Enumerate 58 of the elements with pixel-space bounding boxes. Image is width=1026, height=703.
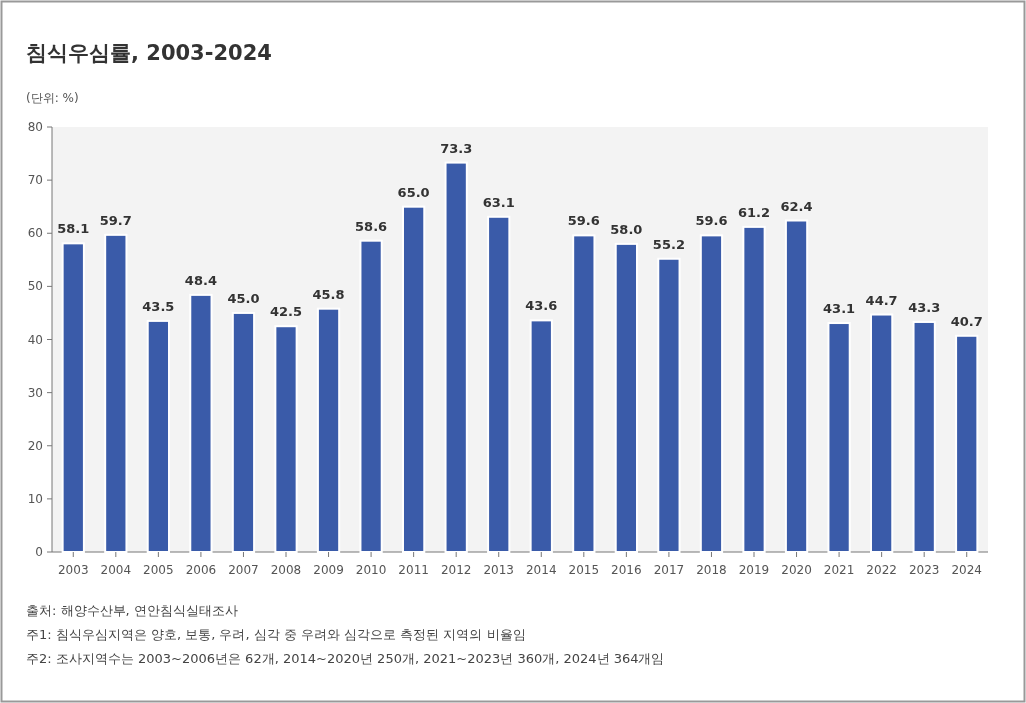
y-tick-label: 80: [27, 120, 43, 134]
data-label: 43.5: [142, 298, 175, 314]
data-label: 58.0: [610, 221, 643, 237]
x-tick-label: 2008: [270, 563, 302, 577]
data-label: 73.3: [440, 140, 473, 156]
source-note: 출처: 해양수산부, 연안침식실태조사: [26, 603, 238, 618]
data-label: 43.6: [525, 298, 558, 314]
x-tick-label: 2012: [440, 563, 472, 577]
x-tick-label: 2005: [143, 563, 174, 577]
x-tick-label: 2011: [398, 563, 429, 577]
data-label: 48.4: [184, 272, 217, 288]
x-tick-label: 2019: [738, 563, 770, 577]
x-tick-label: 2015: [568, 563, 600, 577]
data-label: 61.2: [737, 204, 771, 220]
y-axis-title: (단위: %): [26, 91, 79, 105]
data-label: 44.7: [865, 292, 898, 308]
y-tick-label: 60: [27, 226, 43, 241]
data-label: 63.1: [482, 194, 515, 210]
data-label: 65.0: [397, 184, 430, 200]
x-tick-label: 2006: [185, 563, 217, 577]
data-label: 40.7: [950, 313, 983, 329]
y-tick-label: 20: [27, 438, 43, 453]
y-tick-label: 40: [27, 332, 43, 347]
x-tick-label: 2007: [228, 563, 259, 577]
data-label: 43.3: [908, 299, 941, 315]
x-tick-label: 2024: [951, 563, 982, 577]
x-tick-label: 2016: [611, 563, 642, 577]
data-label: 58.1: [57, 221, 90, 237]
y-tick-label: 70: [27, 173, 43, 188]
y-tick-label: 30: [27, 385, 43, 400]
data-label: 45.8: [312, 286, 345, 302]
x-tick-label: 2023: [908, 563, 940, 577]
data-label: 43.1: [823, 301, 856, 317]
x-tick-label: 2013: [483, 563, 514, 577]
y-tick-label: 0: [35, 545, 43, 559]
data-label: 62.4: [780, 198, 813, 214]
data-label: 45.0: [227, 290, 260, 306]
data-label: 59.6: [567, 213, 600, 229]
x-tick-label: 2021: [823, 563, 855, 577]
data-label: 42.5: [269, 304, 303, 320]
text: 주1: 침식우심지역은 양호, 보통, 우려, 심각 중 우려와 심각으로 측정된 지역의 비율임: [26, 627, 526, 642]
x-tick-label: 2009: [313, 563, 344, 577]
data-label: 58.6: [355, 218, 388, 234]
x-tick-label: 2018: [696, 563, 727, 577]
x-tick-label: 2003: [58, 563, 89, 577]
data-label: 59.6: [695, 213, 728, 229]
x-tick-label: 2014: [526, 563, 557, 577]
text: 주2: 조사지역수는 2003~2006년은 62개, 2014~2020년 250개, 2021~2023년 360개, 2024년 364개임: [26, 651, 665, 666]
x-tick-label: 2017: [653, 563, 685, 577]
x-tick-label: 2010: [355, 563, 387, 577]
x-tick-label: 2004: [100, 563, 132, 577]
x-tick-label: 2020: [781, 563, 812, 577]
data-label: 59.7: [99, 212, 132, 228]
x-tick-label: 2022: [866, 563, 897, 577]
y-tick-label: 50: [27, 279, 43, 294]
y-tick-label: 10: [27, 491, 43, 506]
data-label: 55.2: [652, 236, 685, 252]
chart-title: 침식우심률, 2003-2024: [26, 41, 272, 65]
